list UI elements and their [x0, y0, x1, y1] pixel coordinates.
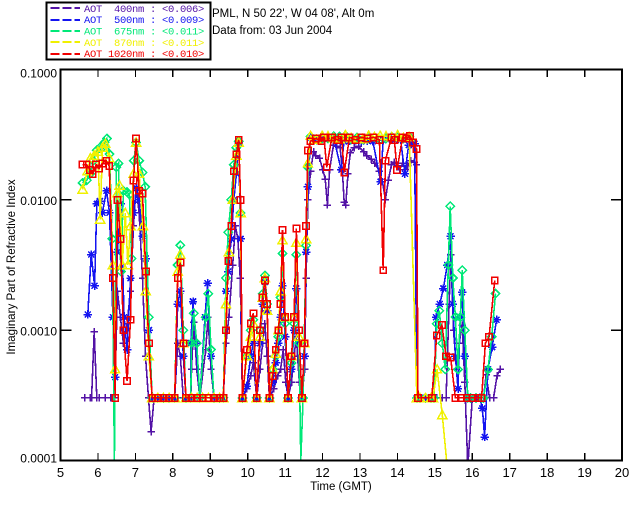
svg-text:6: 6 — [94, 465, 101, 480]
svg-text:17: 17 — [502, 465, 516, 480]
svg-text:Data from: 03 Jun 2004: Data from: 03 Jun 2004 — [212, 25, 333, 37]
svg-text:10: 10 — [240, 465, 254, 480]
svg-text:15: 15 — [428, 465, 442, 480]
svg-text:AOT 1020nm : <0.010>: AOT 1020nm : <0.010> — [84, 49, 204, 61]
svg-text:18: 18 — [540, 465, 554, 480]
svg-text:19: 19 — [577, 465, 591, 480]
svg-text:11: 11 — [278, 465, 292, 480]
svg-text:AOT 400nm : <0.006>: AOT 400nm : <0.006> — [84, 4, 204, 16]
svg-text:0.1000: 0.1000 — [20, 67, 57, 81]
svg-text:0.0010: 0.0010 — [20, 324, 57, 338]
svg-text:0.0001: 0.0001 — [20, 451, 57, 465]
svg-text:Imaginary Part of Refractive I: Imaginary Part of Refractive Index — [5, 179, 18, 354]
svg-text:9: 9 — [207, 465, 214, 480]
svg-text:5: 5 — [57, 465, 64, 480]
svg-text:7: 7 — [132, 465, 139, 480]
svg-text:AOT 500nm : <0.009>: AOT 500nm : <0.009> — [84, 15, 204, 27]
svg-text:12: 12 — [315, 465, 329, 480]
svg-text:Time (GMT): Time (GMT) — [310, 481, 372, 493]
svg-text:14: 14 — [390, 465, 404, 480]
svg-text:8: 8 — [169, 465, 176, 480]
svg-text:PML, N 50 22', W 04 08', Alt 0: PML, N 50 22', W 04 08', Alt 0m — [212, 8, 374, 20]
svg-text:AOT 675nm : <0.011>: AOT 675nm : <0.011> — [84, 27, 204, 39]
svg-text:20: 20 — [615, 465, 629, 480]
svg-text:13: 13 — [353, 465, 367, 480]
svg-text:16: 16 — [465, 465, 479, 480]
svg-text:0.0100: 0.0100 — [20, 194, 57, 208]
svg-text:AOT 870nm : <0.011>: AOT 870nm : <0.011> — [84, 38, 204, 50]
